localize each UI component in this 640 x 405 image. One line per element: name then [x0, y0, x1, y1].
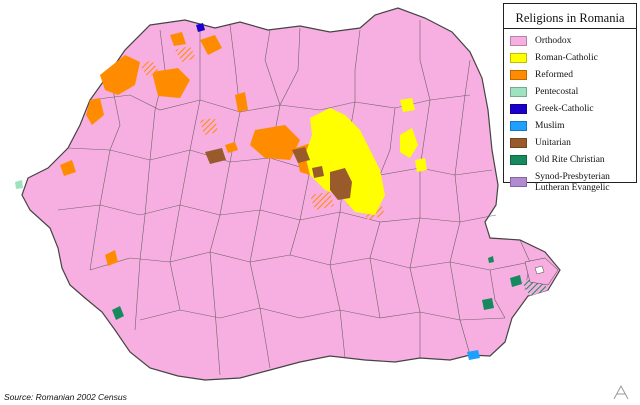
legend-swatch — [510, 138, 527, 148]
legend-item-muslim: Muslim — [510, 121, 565, 132]
romania-outline — [21, 7, 561, 381]
legend-label: Roman-Catholic — [535, 53, 598, 63]
legend-label: Greek-Catholic — [535, 104, 594, 114]
legend-item-synod-presbyterian: Synod-Presbyterian Lutheran Evangelic — [510, 172, 632, 194]
legend-label: Pentecostal — [535, 87, 579, 97]
source-note: Source: Romanian 2002 Census — [4, 392, 127, 402]
old-rite-christian-areas — [112, 256, 522, 320]
muslim-areas — [467, 350, 480, 360]
legend-label: Reformed — [535, 70, 573, 80]
legend-swatch — [510, 121, 527, 131]
legend-title: Religions in Romania — [504, 4, 636, 29]
legend-swatch — [510, 36, 527, 46]
danube-delta — [524, 257, 559, 286]
legend-swatch — [510, 70, 527, 80]
legend-swatch — [510, 177, 527, 187]
legend-item-old-rite-christian: Old Rite Christian — [510, 155, 605, 166]
author-mark-icon — [613, 384, 629, 400]
legend-label: Synod-Presbyterian Lutheran Evangelic — [535, 172, 610, 193]
legend-label: Unitarian — [535, 138, 571, 148]
legend-item-roman-catholic: Roman-Catholic — [510, 53, 598, 64]
legend-item-orthodox: Orthodox — [510, 36, 571, 47]
legend-swatch — [510, 87, 527, 97]
legend-item-pentecostal: Pentecostal — [510, 87, 578, 98]
legend: Religions in Romania Orthodox Roman-Cath… — [503, 3, 637, 193]
unitarian-areas — [205, 147, 352, 200]
legend-label: Old Rite Christian — [535, 155, 605, 165]
legend-label: Muslim — [535, 121, 565, 131]
greek-catholic-areas — [196, 23, 205, 32]
legend-swatch — [510, 155, 527, 165]
legend-item-unitarian: Unitarian — [510, 138, 571, 149]
legend-swatch — [510, 53, 527, 63]
legend-item-reformed: Reformed — [510, 70, 573, 81]
legend-swatch — [510, 104, 527, 114]
legend-label: Orthodox — [535, 36, 572, 46]
roman-catholic-areas — [305, 98, 427, 215]
legend-item-greek-catholic: Greek-Catholic — [510, 104, 594, 115]
